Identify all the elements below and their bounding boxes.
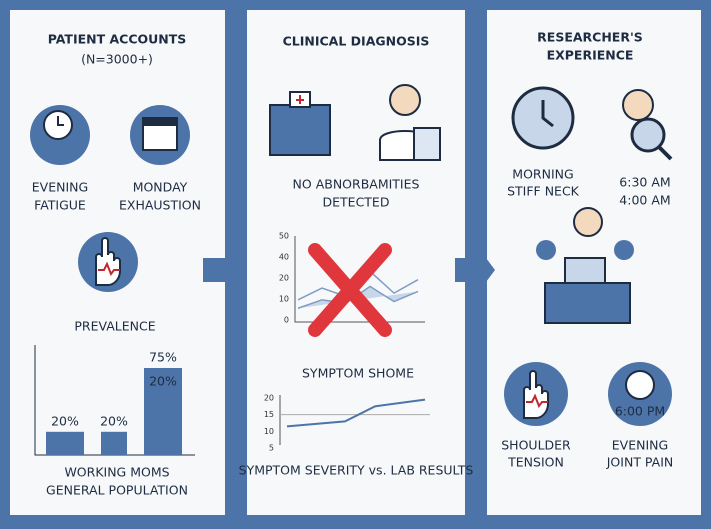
footer: WORKING MOMS [64, 465, 169, 480]
y-tick-label: 20 [279, 274, 289, 283]
panel-title: CLINICAL DIAGNOSIS [283, 34, 430, 49]
panel-title: EXPERIENCE [547, 48, 634, 63]
panel-title: RESEARCHER'S [537, 30, 643, 45]
icon-label: MONDAY [133, 180, 188, 195]
y-tick-label: 10 [264, 427, 274, 436]
bar-inner-label: 20% [149, 374, 177, 389]
y-tick-label: 40 [279, 253, 289, 262]
y-tick-label: 10 [279, 295, 289, 304]
y-tick-label: 20 [264, 394, 274, 403]
time: 4:00 AM [619, 193, 670, 208]
note: DETECTED [323, 195, 390, 210]
icon-label: EVENING [32, 180, 88, 195]
section-title: PREVALENCE [74, 319, 155, 334]
arrow [455, 246, 495, 294]
bar-label: 75% [149, 350, 177, 365]
panel-subtitle: (N=3000+) [81, 52, 153, 67]
label: EVENING [612, 438, 668, 453]
y-tick-label: 0 [284, 316, 289, 325]
icons [30, 84, 673, 426]
bar-label: 20% [51, 413, 79, 428]
label: TENSION [507, 455, 564, 470]
y-tick-label: 15 [264, 410, 274, 419]
label: JOINT PAIN [606, 455, 674, 470]
note: NO ABNORBAMITIES [293, 177, 420, 192]
arrow [203, 246, 243, 294]
label: SHOULDER [501, 438, 571, 453]
icon-label: EXHAUSTION [119, 198, 201, 213]
bar [101, 431, 127, 455]
line [286, 398, 426, 428]
panel [247, 10, 465, 515]
axis [34, 345, 195, 456]
icon-label: FATIGUE [34, 198, 86, 213]
y-tick-label: 5 [269, 444, 274, 453]
footer: SYMPTOM SEVERITY vs. LAB RESULTS [239, 463, 474, 478]
bar [46, 431, 84, 455]
clock-label: 6:00 PM [615, 404, 665, 419]
footer: GENERAL POPULATION [46, 483, 188, 498]
label: STIFF NECK [507, 184, 580, 199]
y-tick-label: 50 [279, 232, 289, 241]
time: 6:30 AM [619, 175, 670, 190]
label: MORNING [512, 167, 573, 182]
cross [308, 243, 392, 337]
panel-title: PATIENT ACCOUNTS [48, 32, 187, 47]
bar-label: 20% [100, 413, 128, 428]
bar [144, 368, 182, 455]
chart-title: SYMPTOM SHOME [302, 366, 414, 381]
